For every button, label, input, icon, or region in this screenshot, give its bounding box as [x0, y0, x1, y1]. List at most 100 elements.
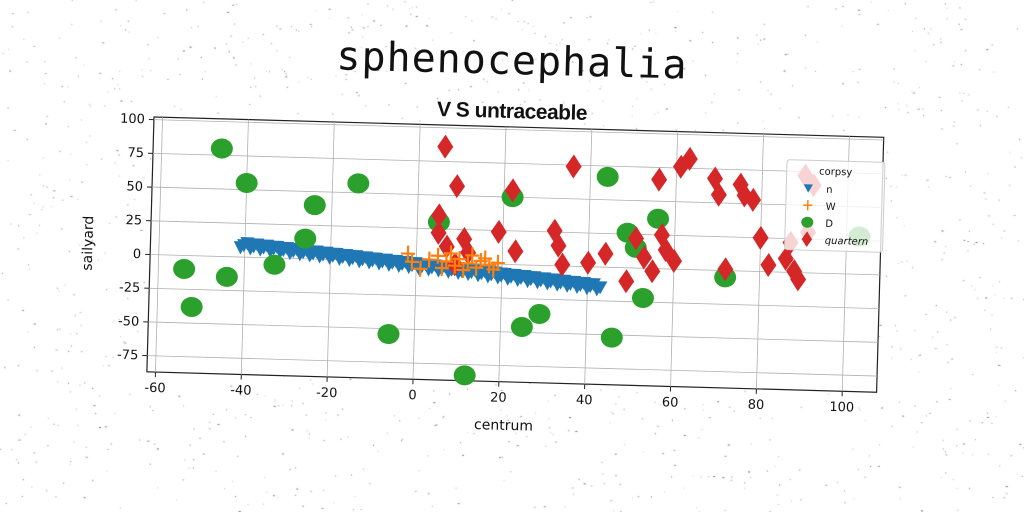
y-tick-label: -75: [117, 348, 139, 364]
data-point-W: [430, 247, 445, 264]
data-point-D: [600, 327, 623, 348]
data-point-W: [460, 255, 475, 272]
x-tick-label: 100: [829, 400, 854, 416]
data-point-quartern: [597, 241, 614, 266]
data-point-D: [173, 258, 196, 279]
x-grid-line: [498, 126, 507, 382]
data-point-D: [631, 287, 654, 308]
x-tick-label: -60: [144, 381, 166, 397]
data-point-quartern: [618, 269, 635, 294]
data-point-quartern: [651, 167, 668, 192]
data-point-quartern: [657, 238, 674, 263]
legend-swatch: [803, 184, 813, 193]
x-tick-label: 40: [576, 393, 593, 408]
data-point-D: [180, 296, 203, 317]
data-point-D: [510, 316, 533, 337]
x-tick-label: 0: [408, 388, 417, 403]
data-point-quartern: [636, 245, 653, 270]
data-point-quartern: [681, 146, 698, 171]
data-point-quartern: [752, 225, 769, 250]
data-point-D: [453, 365, 476, 386]
y-axis-label: sailyard: [80, 215, 98, 270]
data-point-quartern: [580, 250, 597, 275]
y-grid-line: [147, 355, 878, 377]
data-point-W: [465, 247, 480, 264]
legend-title: corpsy: [819, 167, 853, 179]
legend-marker-quartern: [801, 231, 813, 248]
data-point-D: [303, 195, 326, 216]
y-tick-label: 75: [127, 146, 144, 161]
data-point-W: [490, 254, 505, 271]
y-grid-line: [152, 152, 883, 175]
data-point-W: [443, 245, 458, 262]
data-point-D: [647, 208, 670, 229]
data-point-quartern: [449, 174, 466, 199]
x-axis-label: centrum: [474, 417, 533, 435]
data-point-quartern: [710, 182, 727, 207]
data-point-D: [215, 266, 238, 287]
x-tick-label: 80: [747, 398, 764, 413]
data-point-W: [404, 253, 420, 270]
data-point-W: [452, 251, 467, 268]
data-point-quartern: [490, 219, 507, 244]
data-point-quartern: [628, 226, 645, 251]
data-point-W: [413, 260, 428, 277]
data-point-quartern: [717, 257, 734, 282]
data-point-n: [593, 281, 608, 295]
y-grid-line: [153, 119, 884, 141]
data-point-quartern: [760, 253, 777, 278]
legend-swatch: [801, 216, 814, 228]
data-point-quartern: [456, 226, 473, 251]
data-point-quartern: [786, 259, 803, 284]
y-tick-label: 25: [125, 213, 142, 228]
data-point-quartern: [438, 234, 455, 259]
legend-marker-D: [801, 216, 814, 228]
data-point-quartern: [431, 203, 448, 228]
y-tick-label: -25: [119, 280, 141, 296]
x-grid-line: [155, 117, 163, 373]
data-point-W: [439, 253, 454, 270]
data-point-quartern: [507, 239, 524, 264]
x-tick-label: -40: [230, 383, 252, 399]
data-point-quartern: [550, 233, 567, 258]
x-tick-label: -20: [316, 386, 338, 402]
data-point-D: [210, 138, 233, 159]
data-point-quartern: [430, 220, 447, 245]
y-tick-label: 100: [120, 112, 145, 128]
data-point-quartern: [504, 178, 521, 203]
data-point-quartern: [565, 154, 582, 179]
legend-marker-n: [803, 184, 813, 193]
x-grid-line: [412, 124, 421, 380]
data-point-D: [263, 254, 286, 275]
data-point-D: [528, 303, 551, 324]
legend-label: D: [825, 219, 833, 230]
data-point-D: [235, 172, 258, 193]
y-tick-label: 0: [133, 247, 142, 262]
x-tick-label: 20: [490, 390, 507, 405]
y-tick-label: 50: [126, 179, 143, 194]
data-point-quartern: [745, 187, 762, 212]
data-point-W: [400, 245, 415, 262]
data-point-quartern: [546, 218, 563, 243]
legend-label: quartern: [825, 236, 869, 248]
data-point-D: [377, 324, 400, 345]
data-point-quartern: [736, 183, 753, 208]
data-point-D: [596, 166, 619, 187]
data-point-quartern: [653, 223, 670, 248]
axis-ticks: -60 -40 -20 0 20 40 60 80 100 100 75 50 25 0 -25 -50 -75: [117, 112, 855, 416]
data-point-quartern: [437, 134, 454, 159]
y-tick-label: -50: [118, 314, 140, 330]
data-point-quartern: [790, 267, 807, 292]
data-point-W: [422, 251, 437, 268]
data-point-quartern: [644, 259, 661, 284]
data-point-quartern: [732, 172, 749, 197]
legend-swatch: [803, 200, 813, 211]
data-point-D: [347, 173, 370, 194]
legend-marker-W: [803, 200, 813, 211]
x-grid-line: [756, 133, 764, 389]
x-tick-label: 60: [662, 395, 679, 410]
data-point-quartern: [707, 166, 724, 191]
y-grid-line: [149, 287, 879, 310]
data-point-quartern: [666, 249, 683, 274]
